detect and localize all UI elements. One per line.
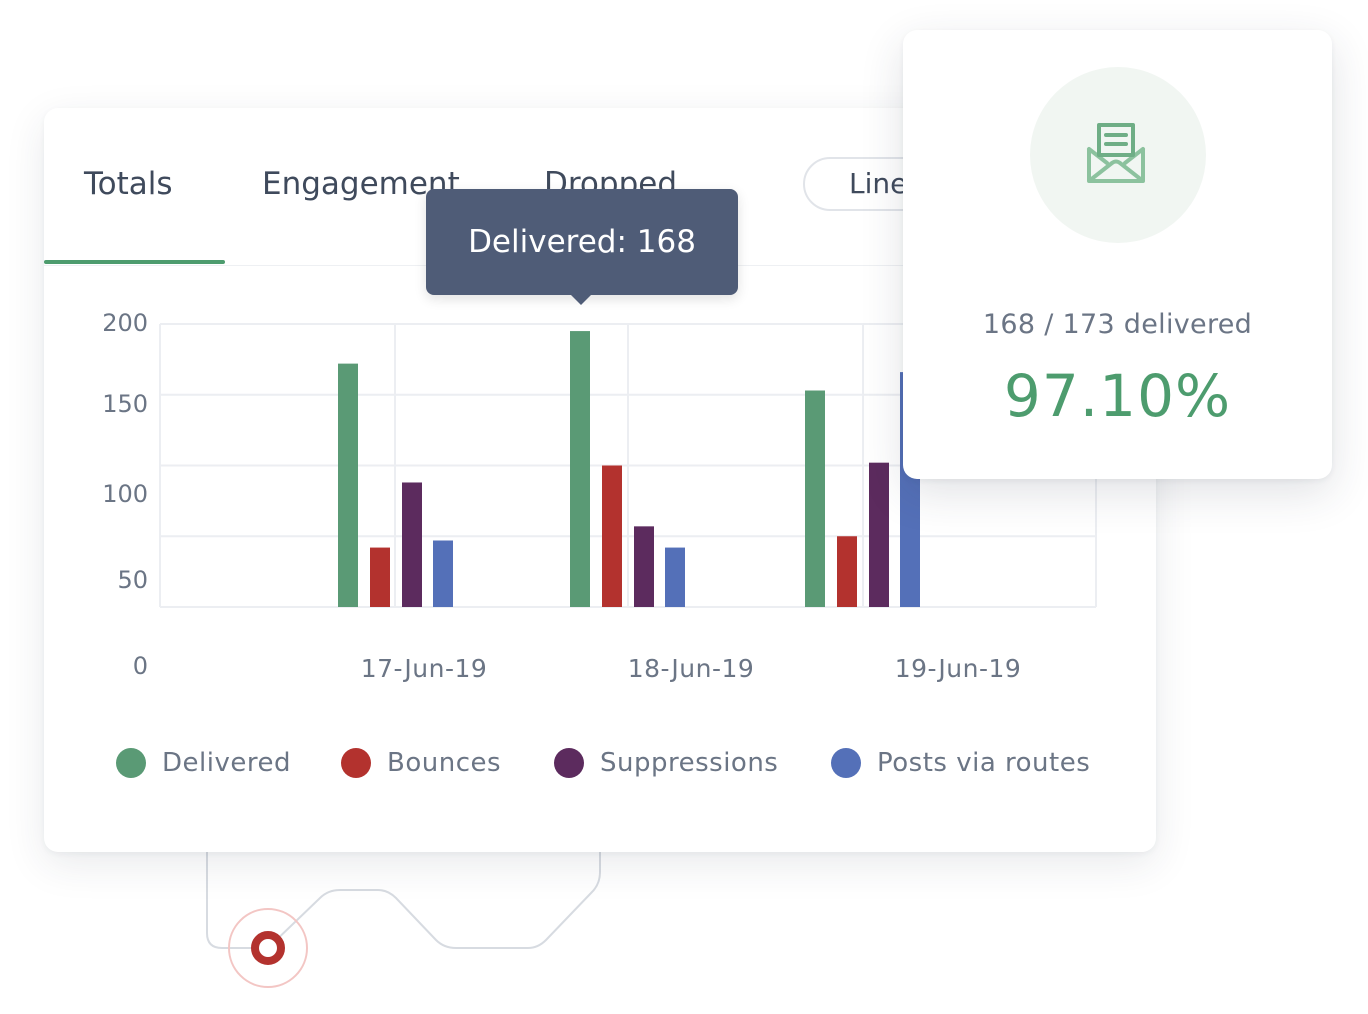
bar-suppressions xyxy=(869,462,889,607)
envelope-icon xyxy=(1087,123,1145,183)
tooltip-arrow xyxy=(570,294,592,305)
active-tab-indicator xyxy=(44,260,225,264)
bar-suppressions xyxy=(402,482,422,607)
legend-swatch xyxy=(554,748,584,778)
x-tick-label: 18-Jun-19 xyxy=(628,654,755,683)
ping-dot xyxy=(251,931,285,965)
legend-item[interactable]: Delivered xyxy=(116,748,291,778)
bar-bounces xyxy=(837,536,857,607)
y-tick-label: 100 xyxy=(102,480,148,508)
bar-delivered xyxy=(805,390,825,607)
legend-label: Delivered xyxy=(162,748,291,778)
legend-item[interactable]: Bounces xyxy=(341,748,501,778)
bar-posts-via-routes xyxy=(665,547,685,607)
x-tick-label: 17-Jun-19 xyxy=(361,654,488,683)
x-tick-label: 19-Jun-19 xyxy=(895,654,1022,683)
y-tick-label: 0 xyxy=(133,652,148,680)
delivery-rate-value: 97.10% xyxy=(1003,362,1232,430)
legend-label: Suppressions xyxy=(600,748,779,778)
bar-delivered xyxy=(338,363,358,607)
legend-item[interactable]: Suppressions xyxy=(554,748,778,778)
ping-ring xyxy=(228,908,308,988)
y-tick-label: 50 xyxy=(117,566,148,594)
delivered-count: 168 / 173 delivered xyxy=(982,309,1253,340)
legend-swatch xyxy=(341,748,371,778)
bar-suppressions xyxy=(634,526,654,607)
legend-swatch xyxy=(831,748,861,778)
bar-bounces xyxy=(370,547,390,607)
tab-bar: Totals Engagement Dropped Line xyxy=(44,108,1156,266)
legend-label: Posts via routes xyxy=(877,748,1091,778)
delivery-rate-card: 168 / 173 delivered 97.10% xyxy=(903,30,1332,479)
y-tick-label: 150 xyxy=(102,390,148,418)
icon-badge xyxy=(1030,67,1206,243)
tab-totals[interactable]: Totals xyxy=(84,166,173,202)
bar-posts-via-routes xyxy=(433,540,453,607)
bar-delivered xyxy=(570,331,590,607)
chart-tooltip: Delivered: 168 xyxy=(426,189,738,295)
legend-label: Bounces xyxy=(387,748,502,778)
bar-bounces xyxy=(602,465,622,607)
legend-swatch xyxy=(116,748,146,778)
bar-chart: 0 50 100 150 200 17-Jun-19 18-Jun-19 19-Jun-19 xyxy=(102,309,1097,683)
y-tick-label: 200 xyxy=(102,309,148,337)
legend-item[interactable]: Posts via routes xyxy=(831,748,1090,778)
